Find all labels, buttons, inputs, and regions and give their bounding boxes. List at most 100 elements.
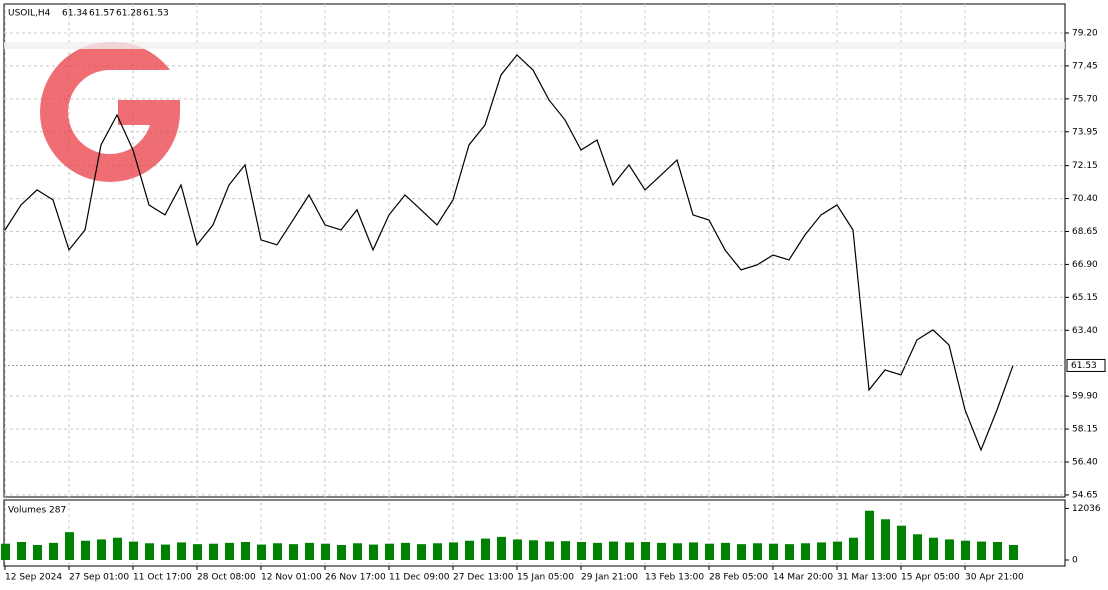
volume-bar: [577, 542, 586, 560]
y-tick-label: 56.40: [1072, 458, 1098, 468]
volume-bar: [817, 542, 826, 560]
volume-bar: [721, 542, 730, 560]
volume-bar: [113, 537, 122, 560]
x-tick-label: 31 Mar 13:00: [837, 573, 897, 583]
x-tick-label: 11 Oct 17:00: [133, 573, 192, 583]
y-tick-label: 73.95: [1072, 127, 1098, 137]
last-price-box: [1066, 358, 1106, 372]
volume-bar: [465, 540, 474, 560]
volume-bar: [353, 543, 362, 560]
y-tick-label: 66.90: [1072, 260, 1098, 270]
volume-bar: [513, 539, 522, 560]
y-tick-label: 0: [1072, 556, 1078, 566]
last-price-label: 61.53: [1071, 361, 1097, 371]
volume-bar: [481, 538, 490, 560]
volume-bar: [97, 539, 106, 560]
volume-bar: [769, 543, 778, 560]
ohlc-value: 61.34: [62, 9, 88, 19]
y-tick-label: 77.45: [1072, 61, 1098, 71]
volume-bar: [193, 544, 202, 560]
volume-bar: [625, 542, 634, 560]
volume-bar: [801, 543, 810, 560]
volume-bar: [209, 543, 218, 560]
y-tick-label: 12036: [1072, 504, 1101, 514]
ohlc-value: 61.57: [89, 9, 115, 19]
logo: [40, 41, 180, 182]
volume-bar: [609, 541, 618, 560]
volume-bar: [849, 537, 858, 560]
y-tick-label: 68.65: [1072, 227, 1098, 237]
volume-bar: [913, 534, 922, 560]
volume-bar: [561, 541, 570, 560]
volume-bar: [321, 543, 330, 560]
y-tick-label: 58.15: [1072, 425, 1098, 435]
volume-bar: [1, 543, 10, 560]
y-tick-label: 59.90: [1072, 392, 1098, 402]
ohlc-value: 61.28: [116, 9, 142, 19]
x-tick-label: 27 Dec 13:00: [453, 573, 514, 583]
volume-bar: [177, 542, 186, 560]
ohlc-value: 61.53: [143, 9, 169, 19]
chart-title: USOIL,H4: [8, 9, 51, 19]
x-tick-label: 27 Sep 01:00: [69, 573, 129, 583]
volume-bar: [401, 542, 410, 560]
x-tick-label: 15 Jan 05:00: [517, 573, 574, 583]
y-tick-label: 72.15: [1072, 161, 1098, 171]
volume-bar: [369, 544, 378, 560]
volume-bar: [273, 543, 282, 560]
volume-bar: [737, 544, 746, 560]
volume-bar: [593, 542, 602, 560]
volume-bar: [129, 541, 138, 560]
x-tick-label: 15 Apr 05:00: [901, 573, 960, 583]
volume-bar: [257, 544, 266, 560]
x-tick-label: 26 Nov 17:00: [325, 573, 386, 583]
price-panel: [3, 3, 1066, 498]
volume-bar: [993, 542, 1002, 560]
volume-bar: [929, 537, 938, 560]
volume-bar: [161, 544, 170, 560]
volume-bar: [225, 542, 234, 560]
volume-bar: [241, 542, 250, 560]
volume-bar: [897, 525, 906, 560]
volume-bar: [961, 540, 970, 560]
x-tick-label: 29 Jan 21:00: [581, 573, 638, 583]
volume-bar: [81, 540, 90, 560]
volume-bar: [529, 540, 538, 560]
x-tick-label: 30 Apr 21:00: [965, 573, 1024, 583]
price-line: [4, 54, 1014, 452]
x-tick-label: 12 Nov 01:00: [261, 573, 322, 583]
x-tick-label: 13 Feb 13:00: [645, 573, 704, 583]
y-tick-label: 65.15: [1072, 293, 1098, 303]
x-tick-label: 12 Sep 2024: [5, 573, 62, 583]
volume-bar: [337, 545, 346, 560]
x-tick-label: 11 Dec 09:00: [389, 573, 450, 583]
volume-title: Volumes 287: [8, 506, 66, 516]
volume-bar: [17, 542, 26, 560]
y-tick-label: 54.65: [1072, 490, 1098, 500]
volume-bar: [545, 541, 554, 560]
volume-bar: [449, 542, 458, 560]
volume-bar: [657, 542, 666, 560]
volume-bar: [49, 542, 58, 560]
volume-bar: [673, 543, 682, 560]
volume-bar: [881, 519, 890, 560]
overlay-band: [4, 42, 1065, 49]
volume-bar: [785, 544, 794, 560]
volume-bar: [433, 543, 442, 560]
volume-bar: [65, 532, 74, 560]
volume-bar: [385, 543, 394, 560]
volume-bar: [689, 542, 698, 560]
volume-bar: [305, 542, 314, 560]
volume-bar: [833, 541, 842, 560]
volume-bar: [977, 541, 986, 560]
volume-bar: [145, 543, 154, 560]
y-tick-label: 70.40: [1072, 194, 1098, 204]
volume-bar: [1009, 545, 1018, 560]
x-tick-label: 28 Feb 05:00: [709, 573, 768, 583]
y-tick-label: 75.70: [1072, 94, 1098, 104]
y-tick-label: 63.40: [1072, 326, 1098, 336]
volume-bar: [289, 544, 298, 560]
y-tick-label: 79.20: [1072, 28, 1098, 38]
volume-bar: [497, 536, 506, 560]
